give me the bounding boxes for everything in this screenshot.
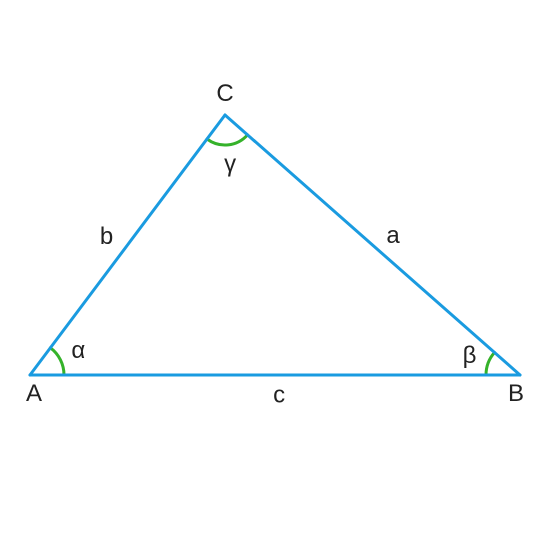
angle-label-alpha: α [71,337,85,364]
edge-a [225,115,520,375]
vertex-label-B: B [508,380,524,407]
vertex-label-A: A [26,380,42,407]
side-label-b: b [100,223,113,250]
angle-label-beta: β [463,342,477,369]
side-label-a: a [386,222,400,249]
angle-label-gamma: γ [224,151,236,178]
angle-arc-gamma [207,135,248,145]
vertex-label-C: C [216,80,233,107]
angle-arc-beta [486,353,494,375]
side-label-c: c [273,382,285,409]
triangle-diagram: A B Ca b c α β γ [0,0,550,550]
edge-b [30,115,225,375]
angle-arc-alpha [50,348,64,375]
